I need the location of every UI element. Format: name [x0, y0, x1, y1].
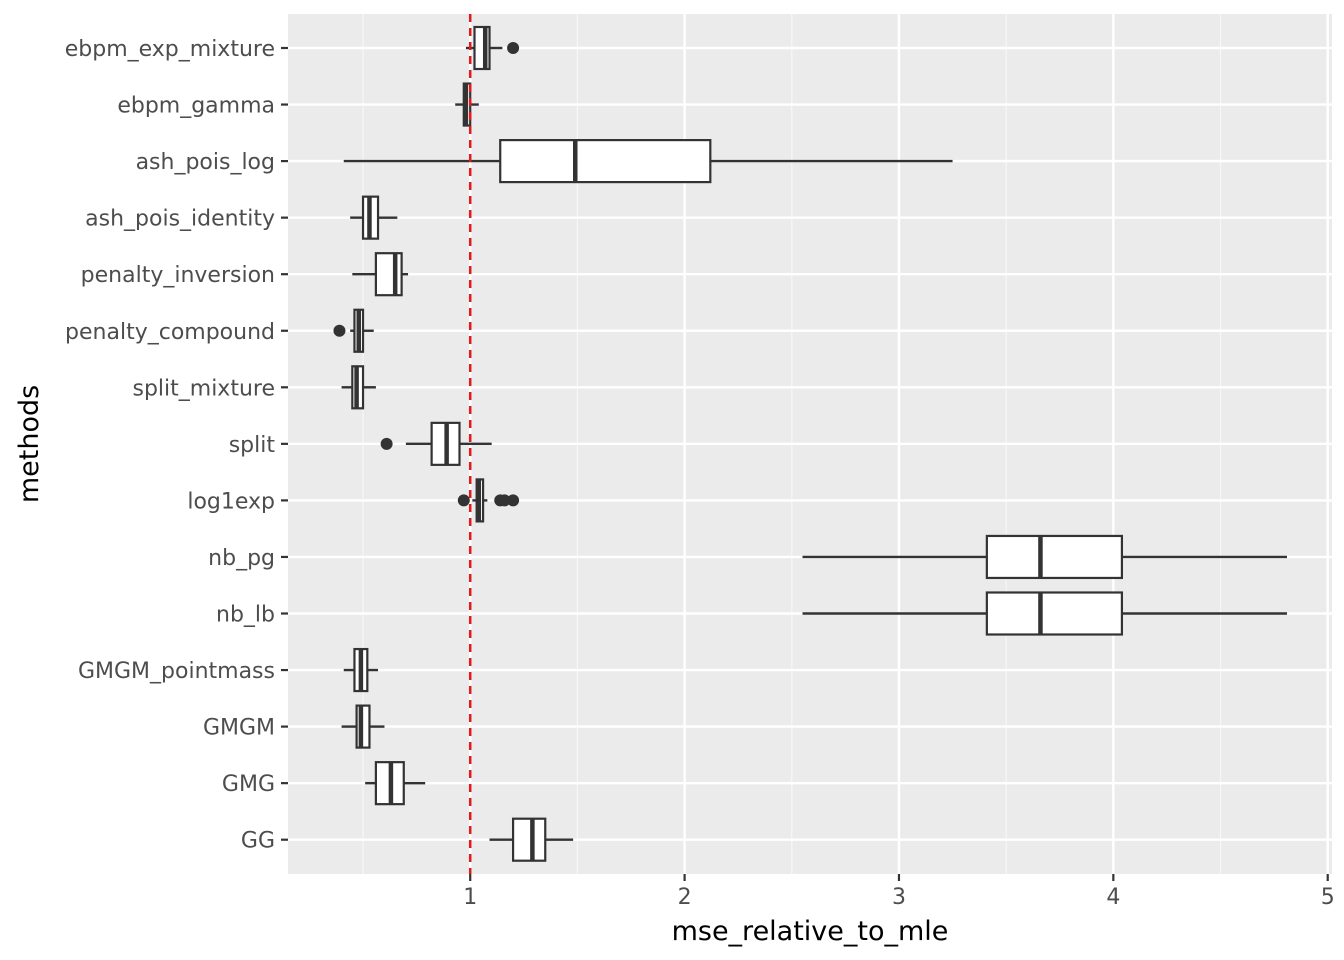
x-tick-label: 3 [892, 885, 906, 910]
box-GMGM [341, 704, 385, 749]
y-tick-label: penalty_inversion [81, 263, 275, 288]
x-tick-label: 1 [463, 885, 477, 910]
y-tick-label: split [229, 433, 276, 458]
x-axis-title: mse_relative_to_mle [672, 916, 949, 947]
y-tick-label: penalty_compound [65, 320, 275, 345]
box-GMG [365, 761, 426, 806]
iqr-box [499, 139, 712, 184]
y-tick-label: ash_pois_log [136, 150, 275, 175]
box-nb_lb [802, 591, 1287, 636]
box-ebpm_exp_mixture [465, 25, 520, 71]
iqr-box [985, 591, 1124, 636]
y-axis-title: methods [14, 385, 45, 503]
outlier-point [333, 324, 346, 337]
x-axis: 1 2 3 4 5 [463, 874, 1335, 910]
x-tick-label: 4 [1106, 885, 1120, 910]
iqr-box [511, 817, 547, 862]
iqr-box [985, 534, 1124, 580]
y-tick-label: GMG [222, 772, 275, 797]
y-tick-label: GMGM [203, 716, 275, 741]
box-split [380, 421, 492, 466]
y-tick-label: GG [241, 829, 275, 854]
outlier-point [498, 494, 511, 507]
outlier-point [380, 437, 393, 450]
x-tick-label: 2 [678, 885, 692, 910]
iqr-box [374, 252, 403, 297]
box-split_mixture [341, 365, 376, 410]
y-tick-label: ash_pois_identity [85, 207, 275, 232]
y-tick-label: ebpm_gamma [117, 94, 275, 119]
box-penalty_compound [333, 308, 374, 353]
box-ash_pois_identity [350, 195, 398, 240]
box-GMGM_pointmass [343, 647, 379, 693]
y-tick-label: GMGM_pointmass [78, 659, 275, 684]
box-log1exp [457, 478, 520, 523]
box-nb_pg [802, 534, 1287, 580]
box-ash_pois_log [343, 139, 953, 184]
y-tick-label: nb_lb [216, 603, 275, 628]
outlier-point [457, 494, 470, 507]
y-tick-label: ebpm_exp_mixture [65, 37, 275, 62]
y-axis: ebpm_exp_mixture ebpm_gamma ash_pois_logas… [65, 37, 288, 854]
outlier-point [507, 494, 520, 507]
box-penalty_inversion [352, 252, 409, 297]
y-tick-label: nb_pg [208, 546, 275, 571]
y-tick-label: split_mixture [132, 376, 275, 401]
box-GG [489, 817, 574, 862]
x-tick-label: 5 [1321, 885, 1335, 910]
outlier-point [507, 42, 520, 54]
y-tick-label: log1exp [187, 489, 275, 514]
box-series [333, 25, 1287, 862]
